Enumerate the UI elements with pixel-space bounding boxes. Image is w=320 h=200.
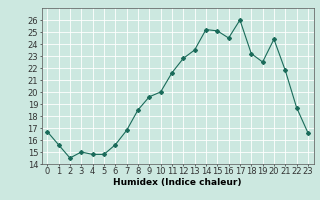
X-axis label: Humidex (Indice chaleur): Humidex (Indice chaleur) (113, 178, 242, 187)
